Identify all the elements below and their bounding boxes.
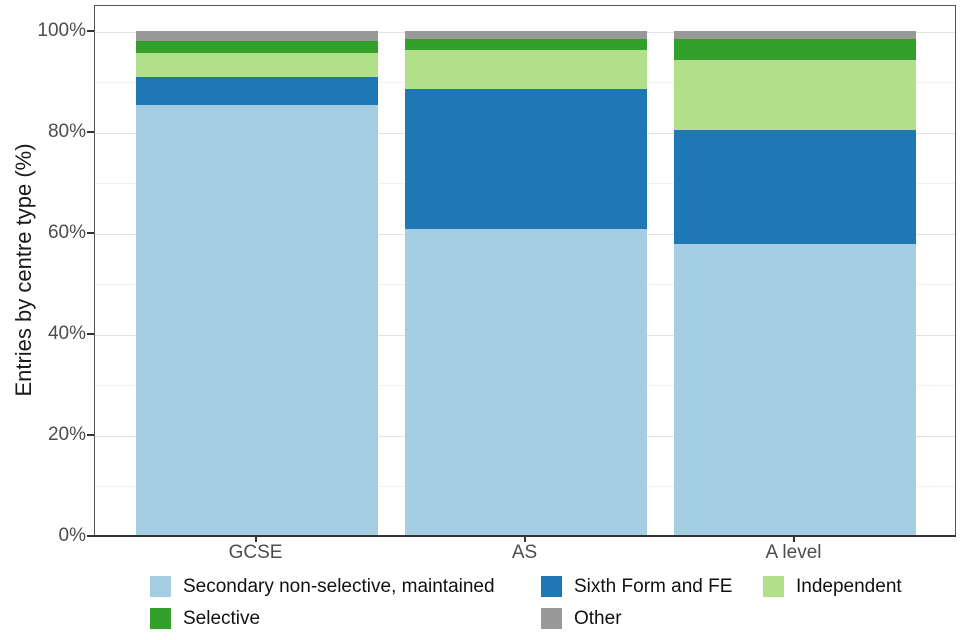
legend-swatch-2 bbox=[541, 576, 562, 597]
x-tick-label-a-level: A level bbox=[765, 542, 822, 563]
legend-label-3: Independent bbox=[796, 576, 902, 597]
bar-segment-a-level bbox=[673, 30, 916, 40]
bar-segment-a-level bbox=[673, 60, 916, 131]
legend-swatch-5 bbox=[541, 608, 562, 629]
x-tick-label-as: AS bbox=[511, 542, 538, 563]
x-tick-mark bbox=[254, 536, 257, 542]
y-tick-mark bbox=[87, 332, 94, 335]
bar-segment-gcse bbox=[135, 105, 378, 536]
bar-segment-as bbox=[404, 39, 647, 50]
bar-segment-gcse bbox=[135, 30, 378, 41]
y-tick-label: 100% bbox=[37, 19, 86, 41]
bar-segment-gcse bbox=[135, 40, 378, 53]
bar-segment-a-level bbox=[673, 244, 916, 536]
bar-segment-as bbox=[404, 228, 647, 536]
y-tick-mark bbox=[87, 130, 94, 133]
bar-segment-a-level bbox=[673, 39, 916, 61]
bar-segment-a-level bbox=[673, 130, 916, 245]
y-tick-label: 80% bbox=[47, 120, 86, 142]
legend-swatch-3 bbox=[763, 576, 784, 597]
legend-label-4: Selective bbox=[183, 608, 261, 629]
y-tick-mark bbox=[87, 535, 94, 537]
legend-label-2: Sixth Form and FE bbox=[574, 576, 733, 597]
bar-segment-as bbox=[404, 30, 647, 40]
plot-panel bbox=[94, 5, 956, 536]
legend-label-5: Other bbox=[574, 608, 622, 629]
legend-label-1: Secondary non-selective, maintained bbox=[183, 576, 495, 597]
x-tick-mark bbox=[792, 536, 795, 542]
bar-segment-as bbox=[404, 49, 647, 90]
y-tick-mark bbox=[87, 231, 94, 234]
bar-segment-as bbox=[404, 89, 647, 229]
y-axis-title: Entries by centre type (%) bbox=[11, 143, 36, 397]
y-tick-label: 0% bbox=[58, 525, 86, 546]
bar-segment-gcse bbox=[135, 77, 378, 106]
bar-segment-gcse bbox=[135, 52, 378, 77]
legend-swatch-4 bbox=[150, 608, 171, 629]
y-tick-mark bbox=[87, 433, 94, 436]
y-tick-label: 20% bbox=[47, 423, 86, 445]
y-tick-label: 60% bbox=[47, 221, 86, 243]
y-tick-label: 40% bbox=[47, 322, 86, 344]
legend-swatch-1 bbox=[150, 576, 171, 597]
x-tick-mark bbox=[523, 536, 526, 542]
x-tick-label-gcse: GCSE bbox=[228, 542, 283, 563]
y-tick-mark bbox=[87, 29, 94, 32]
